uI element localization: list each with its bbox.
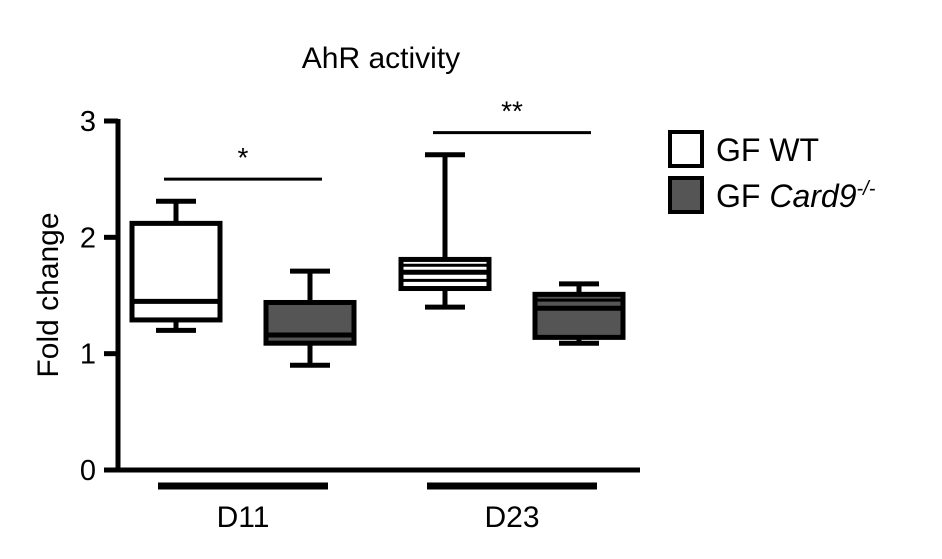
significance-annotations: *** xyxy=(164,96,591,181)
y-axis-label: Fold change xyxy=(32,212,65,377)
legend-swatch xyxy=(668,176,704,214)
legend-swatch xyxy=(668,130,704,168)
axes: 0 1 2 3 D11 D23 xyxy=(80,106,640,534)
box-plot xyxy=(129,198,223,333)
x-category-label: D23 xyxy=(484,501,539,534)
legend: GF WT GF Card9-/- xyxy=(668,130,876,214)
y-tick-label: 0 xyxy=(80,455,96,487)
legend-label: GF Card9-/- xyxy=(716,178,876,214)
y-tick-label: 3 xyxy=(80,106,96,138)
box-iqr xyxy=(129,220,223,323)
y-tick-label: 2 xyxy=(80,222,96,254)
chart-title: AhR activity xyxy=(302,42,460,75)
legend-label: GF WT xyxy=(716,132,819,168)
y-tick-label: 1 xyxy=(80,339,96,371)
box-plot xyxy=(263,268,357,368)
significance-label: * xyxy=(238,142,249,173)
box-plots xyxy=(129,152,626,368)
box-plot xyxy=(398,152,492,310)
significance-label: ** xyxy=(501,96,523,127)
box-plot xyxy=(532,281,626,346)
x-category-label: D11 xyxy=(217,501,270,534)
